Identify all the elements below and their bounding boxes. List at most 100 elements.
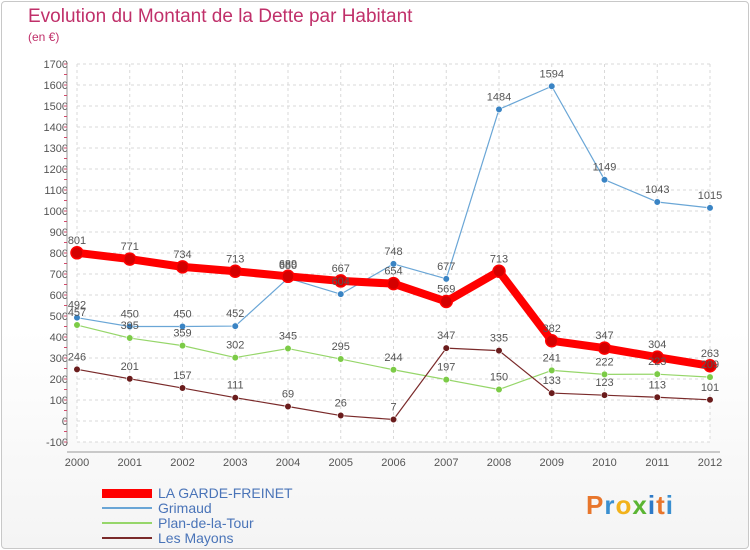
data-label: 457 [68, 307, 86, 319]
series-point-0 [228, 264, 242, 279]
data-label: 7 [390, 402, 396, 414]
y-tick-label: 800 [50, 248, 68, 260]
data-label: 1015 [698, 190, 722, 202]
series-point-2 [495, 385, 503, 394]
series-point-2 [178, 342, 187, 350]
x-tick-label: 2010 [592, 457, 616, 469]
logo-letter: t [656, 490, 666, 520]
series-point-2 [600, 370, 609, 378]
legend-label: Plan-de-la-Tour [158, 515, 254, 531]
series-point-3 [178, 384, 187, 392]
series-point-1 [442, 275, 450, 283]
data-label: 304 [648, 339, 666, 351]
series-point-1 [73, 314, 81, 322]
series-point-2 [337, 355, 345, 363]
y-tick-label: 0 [62, 416, 68, 428]
data-label: 604 [332, 276, 350, 288]
series-point-1 [495, 105, 503, 113]
data-label: 359 [173, 328, 191, 340]
data-label: 395 [121, 320, 139, 332]
y-tick-label: 1000 [44, 206, 68, 218]
series-point-1 [600, 176, 609, 184]
series-point-3 [653, 393, 661, 401]
series-point-1 [548, 82, 556, 90]
series-point-0 [281, 269, 295, 284]
data-label: 201 [121, 361, 139, 373]
data-label: 347 [437, 330, 455, 342]
y-tick-label: 1200 [44, 164, 68, 176]
data-label: 244 [384, 352, 402, 364]
series-point-0 [123, 252, 137, 266]
x-tick-label: 2001 [118, 457, 142, 469]
data-label: 569 [437, 284, 455, 296]
series-point-3 [337, 411, 345, 420]
data-label: 347 [595, 330, 613, 342]
series-point-3 [231, 394, 239, 402]
series-point-2 [442, 376, 450, 384]
series-point-2 [389, 366, 398, 374]
x-tick-label: 2000 [65, 457, 89, 469]
y-tick-label: -100 [46, 437, 68, 449]
data-label: 263 [701, 348, 719, 360]
series-point-0 [334, 274, 348, 288]
series-point-3 [600, 391, 609, 399]
series-point-3 [284, 402, 292, 411]
data-label: 492 [68, 300, 86, 312]
chart-title: Evolution du Montant de la Dette par Hab… [28, 6, 413, 27]
series-point-0 [597, 341, 612, 355]
series-point-3 [73, 365, 81, 373]
x-tick-label: 2006 [381, 457, 405, 469]
x-tick-label: 2008 [487, 457, 511, 469]
x-tick-label: 2007 [434, 457, 458, 469]
series-point-1 [337, 290, 345, 298]
data-label: 452 [226, 308, 244, 320]
data-label: 101 [701, 382, 719, 394]
legend-label: Les Mayons [158, 530, 234, 546]
y-tick-label: 600 [50, 290, 68, 302]
data-label: 150 [490, 372, 508, 384]
data-label: 1149 [593, 162, 617, 174]
y-tick-label: 1700 [44, 59, 68, 71]
y-tick-label: 1300 [44, 143, 68, 155]
series-point-0 [703, 359, 717, 373]
data-label: 734 [173, 249, 191, 261]
y-tick-label: 1500 [44, 101, 68, 113]
data-label: 654 [384, 266, 402, 278]
y-tick-label: 500 [50, 311, 68, 323]
x-tick-label: 2005 [329, 457, 353, 469]
data-label: 223 [648, 356, 666, 368]
x-tick-label: 2011 [645, 457, 669, 469]
data-label: 1594 [540, 68, 564, 80]
data-label: 382 [543, 323, 561, 335]
series-point-1 [231, 322, 239, 330]
series-point-1 [126, 322, 134, 331]
series-point-2 [73, 321, 81, 329]
series-point-2 [126, 334, 134, 342]
data-label: 123 [595, 377, 613, 389]
data-label: 713 [226, 253, 244, 265]
proxiti-logo: Proxiti [586, 490, 674, 521]
data-label: 1043 [645, 184, 669, 196]
series-point-1 [653, 198, 661, 206]
legend-label: Grimaud [158, 500, 212, 516]
legend-swatch [102, 537, 152, 539]
x-tick-label: 2002 [170, 457, 194, 469]
series-point-3 [442, 344, 450, 352]
y-tick-label: 1600 [44, 80, 68, 92]
series-point-0 [175, 260, 190, 274]
series-point-0 [492, 264, 506, 279]
data-label: 680 [279, 260, 297, 272]
series-point-1 [706, 204, 714, 212]
data-label: 345 [279, 331, 297, 343]
data-label: 197 [437, 362, 455, 374]
series-point-0 [650, 350, 664, 364]
data-label: 748 [384, 246, 402, 258]
series-point-2 [231, 353, 239, 362]
series-point-0 [386, 276, 401, 291]
y-tick-label: 300 [50, 353, 68, 365]
series-point-1 [389, 260, 398, 268]
series-point-2 [548, 366, 556, 374]
data-label: 209 [701, 359, 719, 371]
logo-letter: P [586, 490, 605, 520]
